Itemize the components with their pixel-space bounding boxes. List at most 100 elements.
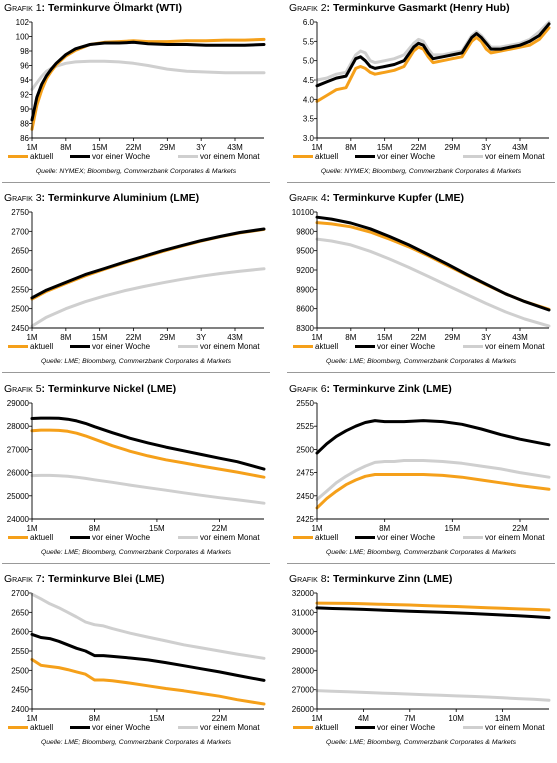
series-line-woche (30, 40, 266, 122)
y-tick-label: 27000 (292, 686, 315, 695)
y-tick-label: 9800 (296, 227, 314, 236)
x-tick-label: 13M (495, 714, 511, 723)
legend-item-aktuell: aktuell (293, 533, 338, 542)
y-tick-label: 2700 (11, 227, 29, 236)
x-tick-label: 3Y (196, 143, 206, 152)
y-tick-label: 2475 (296, 469, 314, 478)
panel-title: Grafik 8: Terminkurve Zinn (LME) (289, 573, 453, 585)
legend-item-woche: vor einer Woche (70, 152, 150, 161)
wti-forward-curve-chart: 86 88 90 92 94 96 98 100 102 1M 8M 15M 22M 29M 3Y 43M (16, 18, 266, 152)
x-tick-label: 29M (445, 333, 461, 342)
panel-title: Grafik 2: Terminkurve Gasmarkt (Henry Hu… (289, 2, 510, 14)
y-tick-label: 24000 (7, 515, 30, 524)
panel-title: Grafik 6: Terminkurve Zink (LME) (289, 383, 452, 395)
x-tick-label: 22M (212, 714, 228, 723)
legend-item-woche: vor einer Woche (70, 533, 150, 542)
x-tick-label: 43M (512, 333, 528, 342)
y-tick-label: 94 (20, 76, 29, 85)
y-tick-label: 2550 (296, 399, 314, 408)
x-tick-label: 1M (311, 714, 322, 723)
legend-swatch-monat (463, 726, 483, 729)
legend-item-aktuell: aktuell (8, 342, 53, 351)
y-tick-label: 32000 (292, 589, 315, 598)
y-tick-label: 2550 (11, 647, 29, 656)
legend-item-monat: vor einem Monat (178, 342, 260, 351)
series-line-aktuell (315, 601, 551, 612)
x-tick-label: 22M (411, 333, 427, 342)
y-tick-label: 2750 (11, 208, 29, 217)
panel-kupfer: Grafik 4: Terminkurve Kupfer (LME) 8300 8… (287, 192, 557, 378)
series-line-woche (315, 22, 551, 88)
legend-item-aktuell: aktuell (293, 342, 338, 351)
panel-zinn: Grafik 8: Terminkurve Zinn (LME) 26000 27… (287, 573, 557, 759)
x-tick-label: 43M (512, 143, 528, 152)
legend-swatch-aktuell (293, 345, 313, 348)
y-tick-label: 28000 (292, 666, 315, 675)
series-line-aktuell (30, 428, 266, 479)
x-tick-label: 22M (126, 143, 142, 152)
y-tick-label: 96 (20, 62, 29, 71)
source-note: Quelle: LME; Bloomberg, Commerzbank Corp… (325, 549, 516, 556)
series-line-monat (30, 267, 266, 328)
panel-divider (287, 372, 555, 373)
y-tick-label: 8900 (296, 285, 314, 294)
y-tick-label: 2600 (11, 628, 29, 637)
y-tick-label: 2550 (11, 285, 29, 294)
nickel-forward-curve-chart: 24000 25000 26000 27000 28000 29000 1M 8M 15M 22M (7, 399, 266, 533)
y-tick-label: 86 (20, 134, 29, 143)
panel-divider (2, 372, 270, 373)
panel-title: Grafik 7: Terminkurve Blei (LME) (4, 573, 165, 585)
legend-item-aktuell: aktuell (8, 723, 53, 732)
y-tick-label: 29000 (7, 399, 30, 408)
y-tick-label: 3.0 (303, 134, 315, 143)
series-line-woche (30, 227, 266, 300)
x-tick-label: 22M (512, 524, 528, 533)
y-tick-label: 4.0 (303, 95, 315, 104)
source-note: Quelle: LME; Bloomberg, Commerzbank Corp… (40, 358, 231, 365)
legend-item-monat: vor einem Monat (463, 723, 545, 732)
tin-forward-curve-chart: 26000 27000 28000 29000 30000 31000 32000 1M 4M 7… (292, 589, 551, 723)
panel-title: Grafik 5: Terminkurve Nickel (LME) (4, 383, 177, 395)
x-tick-label: 43M (227, 333, 243, 342)
legend-swatch-woche (70, 345, 90, 348)
x-tick-label: 22M (212, 524, 228, 533)
lead-forward-curve-chart: 2400 2450 2500 2550 2600 2650 2700 1M 8M 15M 22M (11, 589, 266, 723)
legend-item-aktuell: aktuell (293, 152, 338, 161)
panel-divider (287, 182, 555, 183)
source-note: Quelle: LME; Bloomberg, Commerzbank Corp… (325, 739, 516, 746)
y-tick-label: 27000 (7, 445, 30, 454)
legend-item-aktuell: aktuell (8, 152, 53, 161)
x-tick-label: 15M (92, 333, 108, 342)
legend-swatch-woche (70, 155, 90, 158)
legend-swatch-woche (355, 345, 375, 348)
source-note: Quelle: NYMEX; Bloomberg, Commerzbank Co… (35, 168, 237, 175)
zinc-forward-curve-chart: 2425 2450 2475 2500 2525 2550 1M 8M 15M 22M (296, 399, 551, 533)
y-tick-label: 2600 (11, 266, 29, 275)
x-tick-label: 29M (160, 143, 176, 152)
x-tick-label: 1M (311, 143, 322, 152)
y-tick-label: 2450 (11, 324, 29, 333)
gas-forward-curve-chart: 3.0 3.5 4.0 4.5 5.0 5.5 6.0 1M 8M 15M 22M 29M 3Y 43M (303, 18, 551, 152)
x-tick-label: 1M (26, 714, 37, 723)
legend-item-woche: vor einer Woche (355, 723, 435, 732)
y-tick-label: 92 (20, 91, 29, 100)
panel-title: Grafik 1: Terminkurve Ölmarkt (WTI) (4, 2, 182, 14)
y-tick-label: 90 (20, 105, 29, 114)
series-line-monat (30, 59, 266, 91)
x-tick-label: 10M (448, 714, 464, 723)
panel-divider (287, 563, 555, 564)
legend-swatch-aktuell (8, 345, 28, 348)
legend-swatch-woche (70, 536, 90, 539)
x-tick-label: 15M (377, 143, 393, 152)
legend-item-woche: vor einer Woche (70, 723, 150, 732)
legend-item-woche: vor einer Woche (355, 533, 435, 542)
y-tick-label: 6.0 (303, 18, 315, 27)
legend-swatch-aktuell (293, 726, 313, 729)
x-tick-label: 43M (227, 143, 243, 152)
x-tick-label: 7M (404, 714, 415, 723)
y-tick-label: 29000 (292, 647, 315, 656)
y-tick-label: 10100 (292, 208, 315, 217)
legend-item-woche: vor einer Woche (70, 342, 150, 351)
x-tick-label: 8M (60, 143, 71, 152)
